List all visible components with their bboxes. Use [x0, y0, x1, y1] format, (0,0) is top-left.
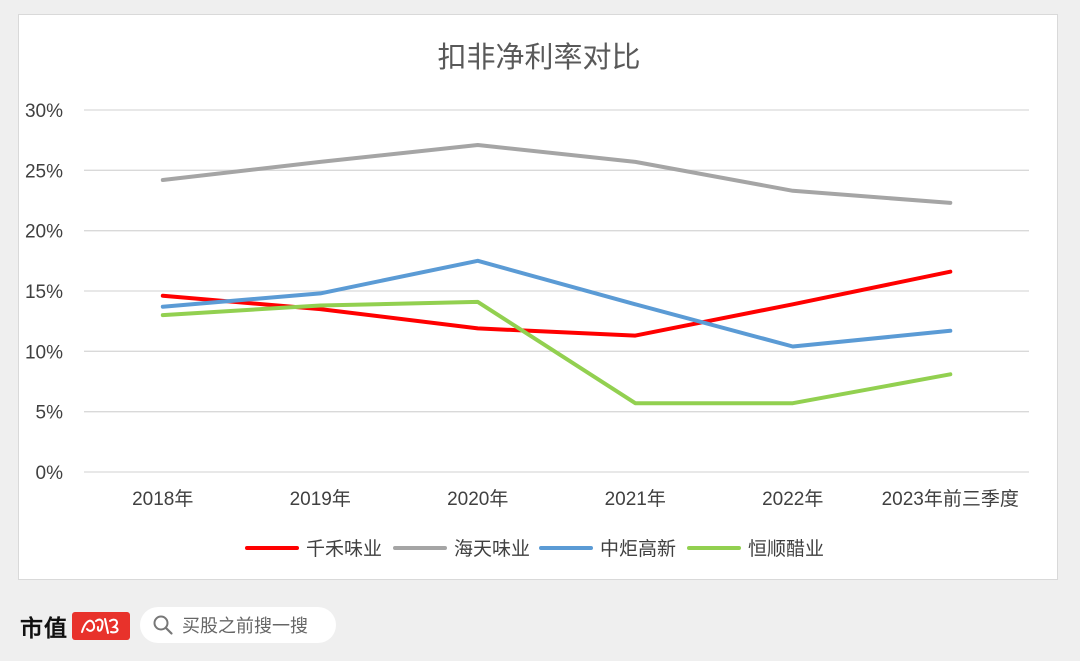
y-tick-label: 10%: [25, 342, 63, 363]
x-tick-label: 2020年: [447, 488, 508, 510]
series-line-3: [160, 258, 953, 349]
legend-label: 海天味业: [454, 538, 530, 560]
brand-text: 市值: [20, 615, 68, 642]
legend-label: 千禾味业: [306, 538, 382, 560]
x-tick-label: 2018年: [132, 488, 193, 510]
legend-label: 恒顺醋业: [748, 538, 824, 560]
y-tick-label: 5%: [36, 403, 64, 424]
x-tick-label: 2019年: [290, 488, 351, 510]
y-tick-label: 15%: [25, 282, 63, 303]
chart-title: 扣非净利率对比: [437, 40, 640, 74]
line-chart: 扣非净利率对比 0%5%10%15%20%25%30% 2018年 2019年 20…: [25, 40, 1029, 560]
series-line-4: [160, 299, 953, 406]
legend-label: 中炬高新: [600, 538, 676, 560]
x-tick-label: 2021年: [605, 488, 666, 510]
search-placeholder: 买股之前搜一搜: [182, 616, 308, 637]
series-lines: [160, 143, 953, 406]
gridlines: [84, 109, 1029, 473]
y-axis-ticks: 0% 5% 10% 15% 20% 25% 30%: [25, 101, 63, 484]
x-tick-label: 2023年前三季度: [882, 488, 1019, 510]
y-tick-label: 30%: [25, 101, 63, 122]
brand-logo: 市值: [20, 610, 130, 642]
y-tick-label: 20%: [25, 222, 63, 243]
series-line-2: [160, 143, 953, 205]
y-tick-label: 25%: [25, 161, 63, 182]
brand-badge-logo: [72, 612, 130, 640]
brand-calligraphy-icon: [81, 618, 119, 634]
chart-card: 扣非净利率对比 0% 5% 10% 15% 20% 25% 30% 2018年 2019年 20…: [18, 14, 1058, 580]
footer-bar: 市值 买股之前搜一搜: [0, 588, 1080, 661]
search-icon: [153, 615, 173, 635]
legend: 千禾味业 海天味业 中炬高新 恒顺醋业: [245, 538, 824, 560]
y-tick-label: 0%: [36, 463, 64, 484]
x-axis-ticks: 2018年 2019年 2020年 2021年 2022年 2023年前三季度: [132, 488, 1019, 510]
search-box[interactable]: 买股之前搜一搜: [140, 607, 336, 643]
x-tick-label: 2022年: [762, 488, 823, 510]
